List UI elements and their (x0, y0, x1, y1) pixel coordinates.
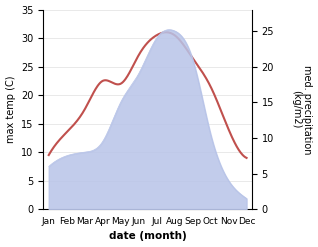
X-axis label: date (month): date (month) (109, 231, 187, 242)
Y-axis label: max temp (C): max temp (C) (5, 76, 16, 143)
Y-axis label: med. precipitation
(kg/m2): med. precipitation (kg/m2) (291, 65, 313, 154)
